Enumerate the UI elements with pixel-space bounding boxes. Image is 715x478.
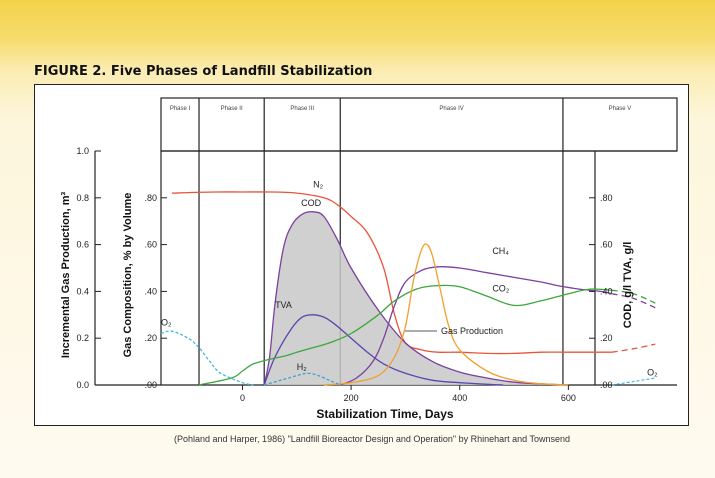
curve-labels: N₂ COD CH₄ CO₂ TVA Gas Production O₂ O₂ H₂ — [161, 179, 658, 377]
o2-late-line — [611, 377, 656, 386]
outer-tick-label: 0.6 — [76, 240, 89, 250]
x-axis-title: Stabilization Time, Days — [316, 407, 453, 421]
right-tick-label: .60 — [600, 240, 613, 250]
ch4-label: CH₄ — [492, 246, 509, 256]
n2-label: N₂ — [313, 179, 323, 189]
inner-tick-label: .80 — [144, 193, 157, 203]
figure-title: FIGURE 2. Five Phases of Landfill Stabil… — [34, 64, 373, 79]
gas-production-label: Gas Production — [441, 326, 503, 336]
right-tick-label: .00 — [600, 380, 613, 390]
y-axis-right-title: COD, g/l TVA, g/l — [622, 242, 634, 329]
x-tick-label: 200 — [344, 393, 359, 403]
area-fills — [264, 211, 569, 385]
outer-tick-label: 0.8 — [76, 193, 89, 203]
phase-label: Phase I — [170, 106, 191, 112]
chart-frame: Phase I Phase II Phase III Phase IV Phase V … — [34, 84, 689, 426]
outer-tick-label: 1.0 — [76, 146, 89, 156]
co2-projection-line — [611, 289, 656, 304]
x-tick-label: 0 — [240, 393, 245, 403]
x-tick-label: 600 — [561, 393, 576, 403]
outer-tick-label: 0.4 — [76, 286, 89, 296]
inner-tick-label: .00 — [144, 380, 157, 390]
cod-label: COD — [301, 198, 322, 208]
x-tick-label: 400 — [452, 393, 467, 403]
inner-tick-label: .60 — [144, 240, 157, 250]
ch4-line — [339, 266, 612, 386]
h2-line — [264, 372, 341, 386]
o2-late-label: O₂ — [647, 368, 658, 378]
figure-credit: (Pohland and Harper, 1986) "Landfill Bio… — [174, 434, 570, 444]
y-axis-inner-title: Gas Composition, % by Volume — [122, 193, 134, 358]
phase-label: Phase IV — [439, 106, 463, 112]
phase-label: Phase II — [221, 106, 243, 112]
n2-projection-line — [611, 343, 656, 353]
outer-tick-label: 0.2 — [76, 333, 89, 343]
ch4-projection-line — [611, 293, 656, 309]
tva-label: TVA — [275, 300, 292, 310]
co2-line — [198, 284, 612, 386]
h2-label: H₂ — [297, 362, 307, 372]
outer-tick-label: 0.0 — [76, 380, 89, 390]
o2-line — [160, 330, 254, 386]
right-tick-label: .40 — [600, 286, 613, 296]
series-lines — [160, 191, 656, 386]
gas-production-line — [323, 243, 569, 386]
n2-line — [171, 191, 612, 355]
phase-header — [160, 97, 678, 152]
co2-label: CO₂ — [492, 283, 510, 293]
tva-line — [263, 314, 504, 386]
cod-line — [263, 211, 569, 386]
phase-dividers: Phase I Phase II Phase III Phase IV Phase V — [170, 98, 631, 385]
landfill-chart: Phase I Phase II Phase III Phase IV Phase V … — [60, 97, 678, 421]
axis-ticks: 1.0 0.8 0.6 0.4 0.2 0.0 .80 .60 .40 .20 .00 .80 .60.… — [76, 146, 612, 403]
right-tick-label: .80 — [600, 193, 613, 203]
phase-label: Phase III — [290, 106, 314, 112]
o2-label: O₂ — [161, 317, 172, 327]
cod-area — [264, 211, 569, 385]
inner-tick-label: .40 — [144, 286, 157, 296]
right-tick-label: .20 — [600, 333, 613, 343]
inner-tick-label: .20 — [144, 333, 157, 343]
phase-label: Phase V — [609, 106, 632, 112]
y-axis-outer-title: Incremental Gas Production, m³ — [60, 192, 72, 359]
